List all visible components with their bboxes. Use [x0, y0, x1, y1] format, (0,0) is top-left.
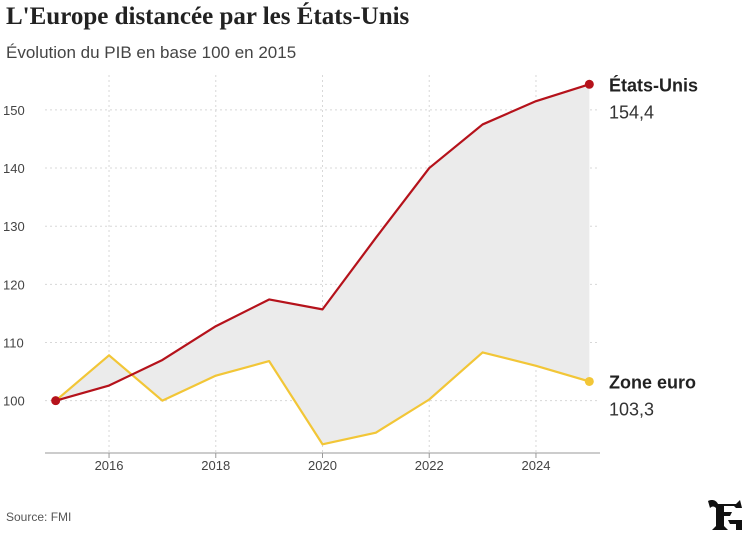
series-value-us: 154,4	[609, 102, 654, 122]
series-name-us: États-Unis	[609, 74, 698, 95]
y-tick-label: 100	[3, 394, 25, 409]
gap-fill-area	[55, 84, 590, 445]
source-note: Source: FMI	[6, 510, 72, 524]
series-end-point-us	[584, 79, 594, 89]
series-layer	[51, 79, 594, 446]
series-name-euro: Zone euro	[609, 372, 696, 392]
x-tick-label: 2016	[95, 458, 124, 473]
series-end-point-euro	[584, 376, 594, 386]
y-tick-label: 120	[3, 277, 25, 292]
grid-lines: 100 110 120 130 140 150 2016 2018 2020 2022 2024	[3, 75, 600, 473]
labels-layer: États-Unis 154,4 Zone euro 103,3	[609, 74, 698, 419]
series-start-point	[51, 396, 61, 406]
le-figaro-logo	[708, 500, 742, 530]
y-tick-label: 130	[3, 219, 25, 234]
x-tick-label: 2022	[415, 458, 444, 473]
y-tick-label: 150	[3, 103, 25, 118]
y-tick-label: 110	[3, 336, 24, 351]
chart-subtitle: Évolution du PIB en base 100 en 2015	[6, 43, 297, 62]
series-line-euro	[54, 351, 590, 446]
series-line-us	[55, 83, 590, 402]
series-value-euro: 103,3	[609, 399, 654, 419]
x-tick-label: 2020	[308, 458, 337, 473]
x-tick-label: 2024	[522, 458, 551, 473]
y-tick-label: 140	[3, 161, 25, 176]
chart-title: L'Europe distancée par les États-Unis	[6, 3, 410, 30]
x-tick-label: 2018	[201, 458, 230, 473]
